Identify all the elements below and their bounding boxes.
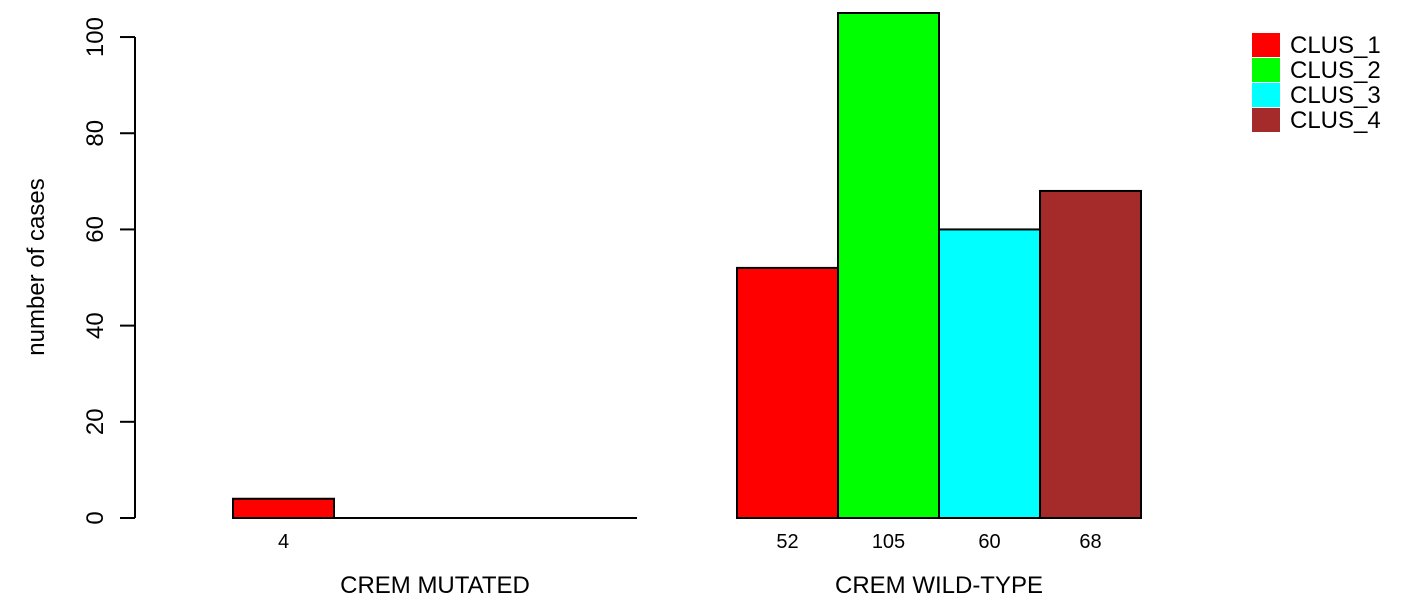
- legend-label: CLUS_3: [1290, 82, 1381, 109]
- bar: [1039, 189, 1142, 519]
- legend-item: CLUS_4: [1252, 107, 1381, 134]
- bar-group: 4 CREM MUTATED: [232, 497, 637, 599]
- y-axis: 0 20 40 60 80 100: [82, 17, 136, 525]
- y-tick-label: 40: [82, 312, 109, 339]
- bar-value-label: 105: [872, 531, 905, 553]
- legend-item: CLUS_1: [1252, 32, 1381, 59]
- bar: [232, 497, 335, 519]
- legend-item: CLUS_3: [1252, 82, 1381, 109]
- x-category-label: CREM MUTATED: [340, 572, 530, 599]
- bar-value-label: 68: [1079, 531, 1101, 553]
- bar: [938, 228, 1041, 520]
- legend-label: CLUS_4: [1290, 107, 1381, 134]
- bar-group: 52 105 60 68 CREM WILD-TYPE: [736, 12, 1142, 599]
- legend-swatch: [1252, 33, 1280, 57]
- y-tick-label: 100: [82, 17, 109, 57]
- legend-label: CLUS_2: [1290, 57, 1381, 84]
- y-tick-label: 0: [82, 511, 109, 524]
- bar: [837, 12, 940, 519]
- legend-swatch: [1252, 58, 1280, 82]
- legend-swatch: [1252, 83, 1280, 107]
- legend-swatch: [1252, 108, 1280, 132]
- x-category-label: CREM WILD-TYPE: [835, 572, 1043, 599]
- bar-value-label: 52: [776, 531, 798, 553]
- y-tick-label: 80: [82, 120, 109, 147]
- bar: [736, 266, 839, 519]
- legend-item: CLUS_2: [1252, 57, 1381, 84]
- legend-label: CLUS_1: [1290, 32, 1381, 59]
- y-axis-label: number of cases: [23, 178, 50, 355]
- y-tick-label: 20: [82, 408, 109, 435]
- y-tick-label: 60: [82, 216, 109, 243]
- bars: 4 CREM MUTATED 52 105 60 68 CREM WILD-TYPE: [232, 12, 1142, 599]
- bar-value-label: 60: [978, 531, 1000, 553]
- bar-value-label: 4: [278, 531, 289, 553]
